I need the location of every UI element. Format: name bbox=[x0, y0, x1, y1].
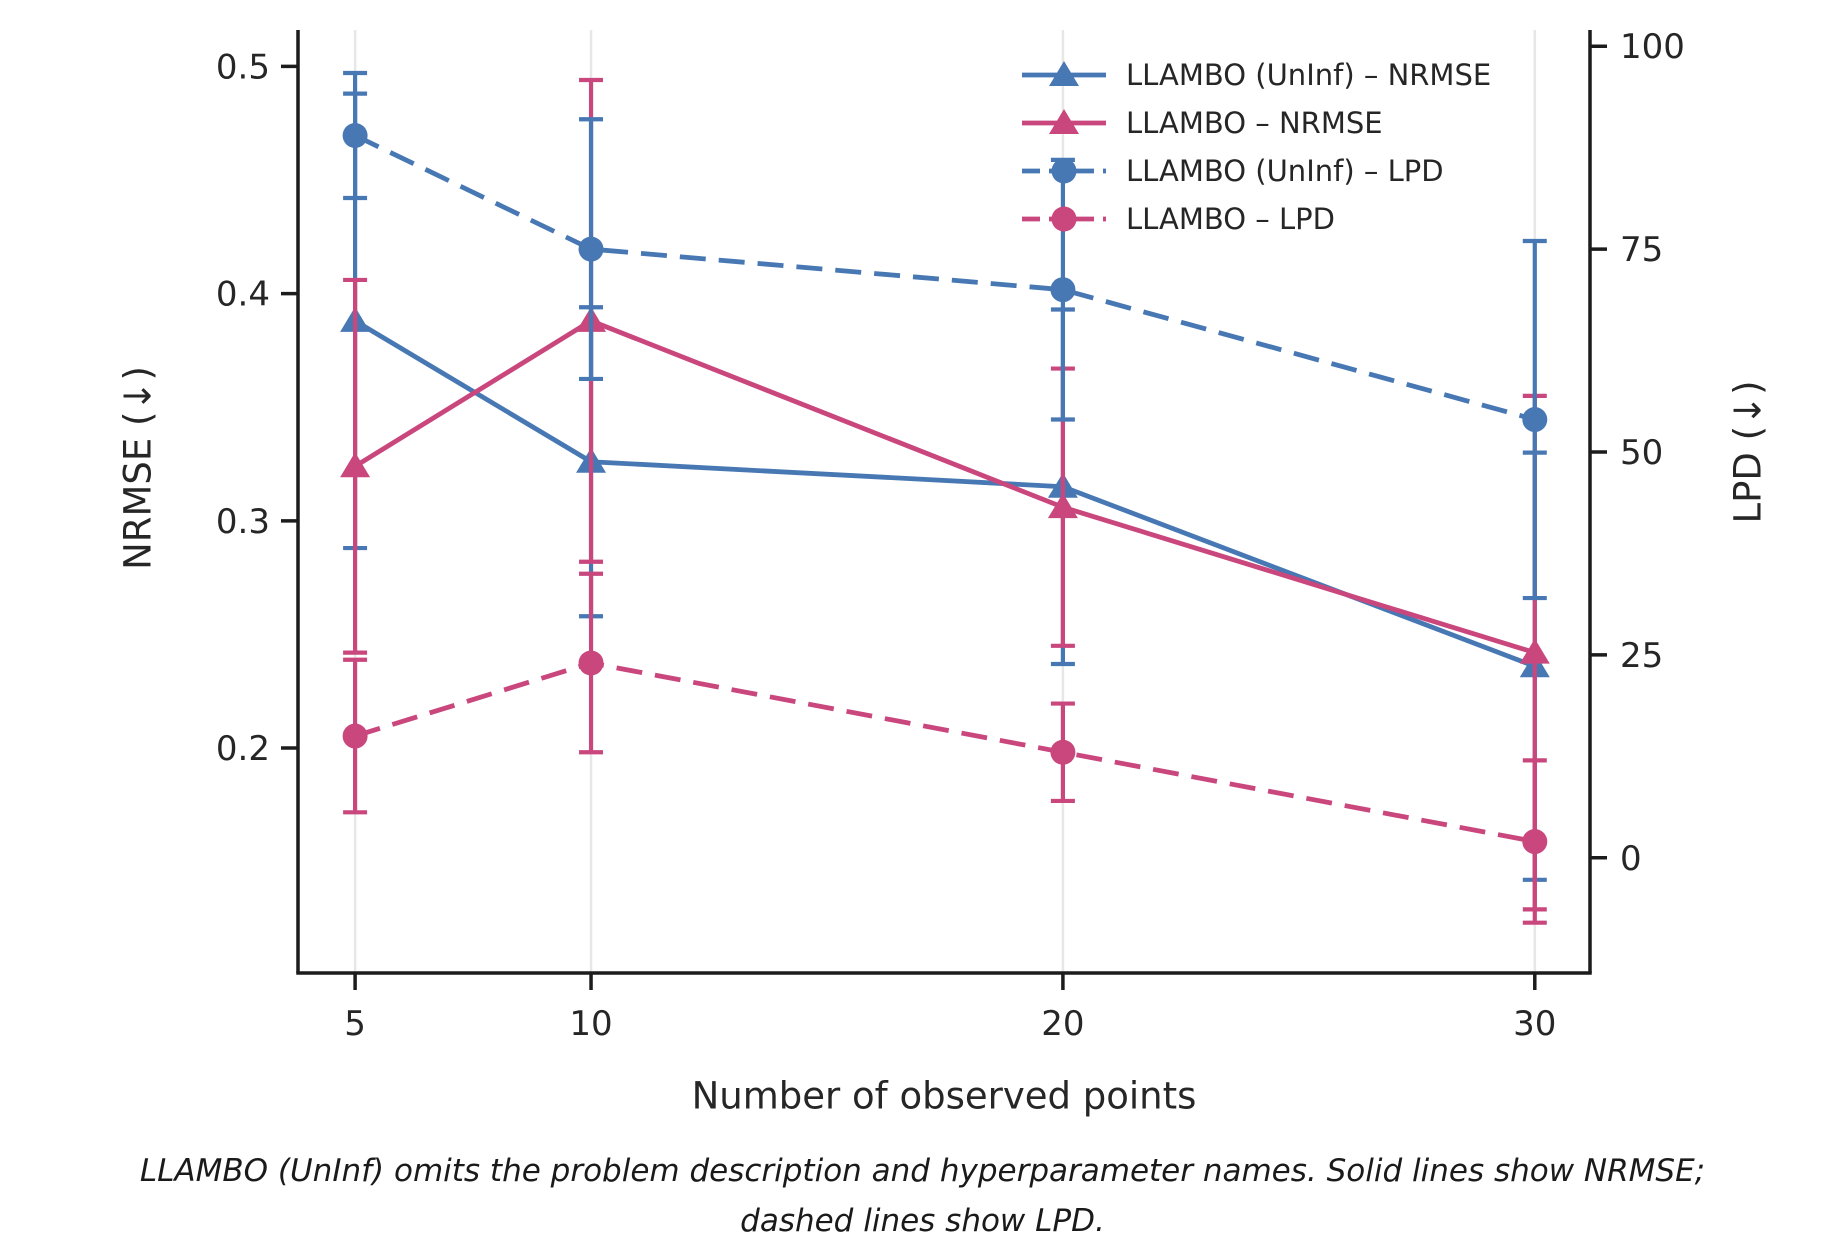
right-y-tick-label: 100 bbox=[1620, 27, 1685, 67]
triangle-marker bbox=[1047, 493, 1078, 519]
right-y-tick-label: 25 bbox=[1620, 636, 1663, 676]
legend-circle-swatch bbox=[1022, 206, 1106, 232]
circle-marker bbox=[1050, 739, 1076, 765]
legend-item: LLAMBO – LPD bbox=[1018, 195, 1491, 243]
series-line bbox=[354, 133, 1536, 422]
caption-line-2: dashed lines show LPD. bbox=[740, 1203, 1105, 1239]
legend-triangle-marker bbox=[1049, 109, 1079, 134]
series-line bbox=[354, 660, 1536, 844]
series-llambo-lpd bbox=[342, 571, 1548, 925]
circle-marker bbox=[342, 723, 368, 749]
legend-item: LLAMBO (UnInf) – NRMSE bbox=[1018, 51, 1491, 99]
right-y-tick-label: 75 bbox=[1620, 230, 1663, 270]
circle-marker bbox=[578, 650, 604, 676]
triangle-marker bbox=[1519, 638, 1550, 664]
x-tick-label: 5 bbox=[344, 1004, 366, 1044]
x-tick-label: 10 bbox=[569, 1004, 612, 1044]
legend-label: LLAMBO – NRMSE bbox=[1126, 106, 1383, 140]
caption-line-1: LLAMBO (UnInf) omits the problem descrip… bbox=[139, 1153, 1706, 1189]
axis-ticks: 0.2 0.3 0.4 0.5 0 25 50 75 100 5 10 20 30 bbox=[216, 27, 1685, 1044]
left-y-axis-label: NRMSE (↓) bbox=[116, 366, 160, 570]
x-tick-label: 30 bbox=[1513, 1004, 1556, 1044]
right-y-tick-label: 0 bbox=[1620, 839, 1642, 879]
figure-caption: LLAMBO (UnInf) omits the problem descrip… bbox=[0, 1146, 1845, 1246]
legend-circle-marker bbox=[1051, 206, 1077, 232]
legend-item: LLAMBO – NRMSE bbox=[1018, 99, 1491, 147]
axes-spines bbox=[296, 30, 1592, 975]
series-llambo-uninf-lpd bbox=[342, 70, 1548, 601]
circle-marker bbox=[1050, 277, 1076, 303]
right-y-axis-label: LPD (↓) bbox=[1726, 380, 1770, 524]
circle-marker bbox=[1522, 829, 1548, 855]
left-y-tick-label: 0.3 bbox=[216, 502, 270, 542]
circle-marker bbox=[578, 236, 604, 262]
left-y-tick-label: 0.5 bbox=[216, 47, 270, 87]
circle-marker bbox=[342, 122, 368, 148]
series-line bbox=[353, 318, 1536, 669]
right-y-tick-label: 50 bbox=[1620, 433, 1663, 473]
legend-triangle-marker bbox=[1049, 61, 1079, 86]
legend-label: LLAMBO (UnInf) – LPD bbox=[1126, 154, 1444, 188]
legend-item: LLAMBO (UnInf) – LPD bbox=[1018, 147, 1491, 195]
legend-label: LLAMBO (UnInf) – NRMSE bbox=[1126, 58, 1492, 92]
series-line bbox=[353, 318, 1536, 655]
legend-triangle-swatch bbox=[1022, 109, 1106, 134]
left-y-tick-label: 0.2 bbox=[216, 729, 270, 769]
legend-triangle-swatch bbox=[1022, 61, 1106, 86]
legend-label: LLAMBO – LPD bbox=[1126, 202, 1335, 236]
x-axis-label: Number of observed points bbox=[691, 1074, 1197, 1118]
circle-marker bbox=[1522, 407, 1548, 433]
left-y-tick-label: 0.4 bbox=[216, 275, 270, 315]
legend-circle-swatch bbox=[1022, 158, 1106, 184]
legend-circle-marker bbox=[1051, 158, 1077, 184]
triangle-marker bbox=[340, 452, 371, 478]
legend: LLAMBO (UnInf) – NRMSE LLAMBO – NRMSE LLAM… bbox=[1018, 51, 1491, 243]
x-tick-label: 20 bbox=[1041, 1004, 1084, 1044]
